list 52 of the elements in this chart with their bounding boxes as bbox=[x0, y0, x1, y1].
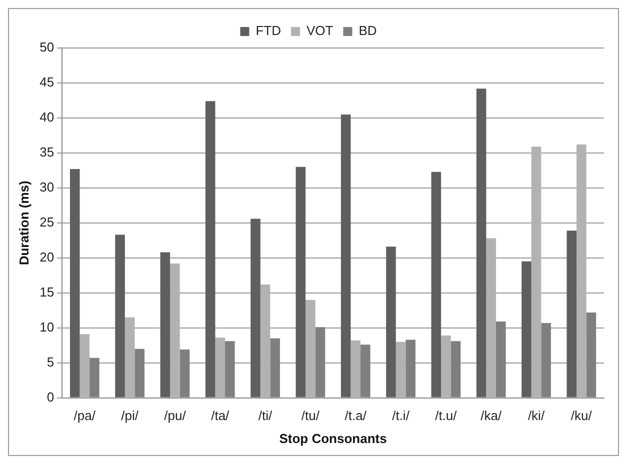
x-axis-title: Stop Consonants bbox=[279, 430, 387, 446]
x-tick-label: /pa/ bbox=[74, 408, 96, 424]
bar bbox=[431, 172, 442, 398]
bar bbox=[566, 230, 577, 398]
y-tick-label: 5 bbox=[46, 354, 54, 370]
x-tick-label: /t.a/ bbox=[344, 408, 367, 424]
legend-label: BD bbox=[358, 23, 377, 38]
y-tick-label: 30 bbox=[40, 180, 54, 194]
y-tick-label: 10 bbox=[40, 319, 54, 334]
y-tick-label: 25 bbox=[40, 214, 54, 230]
bar bbox=[124, 317, 135, 398]
bar bbox=[170, 263, 180, 398]
bar bbox=[160, 252, 170, 398]
x-tick-label: /tu/ bbox=[301, 408, 320, 424]
bar bbox=[340, 114, 351, 398]
bar bbox=[441, 336, 451, 398]
bar bbox=[70, 169, 80, 398]
y-axis-title: Duration (ms) bbox=[16, 180, 32, 266]
x-tick-label: /ku/ bbox=[570, 408, 592, 424]
bar bbox=[205, 101, 216, 398]
bar bbox=[476, 88, 486, 398]
bar bbox=[115, 234, 125, 398]
x-tick-label: /ka/ bbox=[480, 408, 502, 424]
bar bbox=[80, 334, 90, 398]
y-tick-label: 20 bbox=[40, 249, 54, 264]
legend-label: VOT bbox=[306, 23, 334, 38]
x-tick-label: /pu/ bbox=[164, 408, 186, 424]
y-tick-label: 15 bbox=[40, 284, 54, 300]
bar bbox=[250, 218, 260, 398]
x-tick-label: /ti/ bbox=[258, 408, 273, 424]
x-tick-label: /ki/ bbox=[528, 408, 545, 424]
bar bbox=[296, 166, 306, 398]
x-tick-label: /ta/ bbox=[211, 408, 230, 424]
bar bbox=[531, 146, 542, 398]
y-tick-label: 50 bbox=[40, 40, 54, 55]
bar bbox=[576, 144, 586, 398]
bar bbox=[486, 238, 496, 398]
x-tick-label: /t.i/ bbox=[392, 408, 410, 424]
bar bbox=[350, 340, 361, 398]
y-tick-label: 35 bbox=[40, 144, 54, 160]
legend-label: FTD bbox=[256, 23, 282, 38]
x-tick-label: /t.u/ bbox=[435, 408, 458, 424]
bar bbox=[260, 284, 270, 398]
bar bbox=[386, 246, 396, 398]
bar bbox=[306, 300, 316, 398]
x-tick-label: /pi/ bbox=[121, 408, 139, 424]
bar bbox=[522, 261, 532, 398]
y-tick-label: 40 bbox=[40, 110, 54, 125]
y-tick-label: 45 bbox=[40, 74, 54, 90]
bar bbox=[215, 338, 226, 398]
bar bbox=[396, 342, 406, 398]
y-tick-label: 0 bbox=[46, 389, 54, 404]
